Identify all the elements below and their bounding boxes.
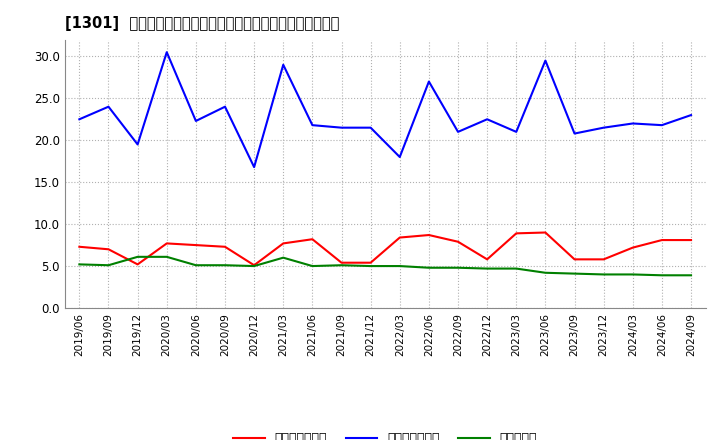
買入債務回転率 (337, 125, 346, 130)
在庫回転率 (570, 271, 579, 276)
売上債権回転率 (192, 242, 200, 248)
買入債務回転率 (366, 125, 375, 130)
買入債務回転率 (279, 62, 287, 67)
在庫回転率 (629, 272, 637, 277)
買入債務回転率 (395, 154, 404, 160)
売上債権回転率 (279, 241, 287, 246)
在庫回転率 (308, 264, 317, 269)
Legend: 売上債権回転率, 買入債務回転率, 在庫回転率: 売上債権回転率, 買入債務回転率, 在庫回転率 (228, 427, 542, 440)
売上債権回転率 (250, 263, 258, 268)
買入債務回転率 (483, 117, 492, 122)
売上債権回転率 (687, 238, 696, 243)
在庫回転率 (687, 273, 696, 278)
Line: 買入債務回転率: 買入債務回転率 (79, 52, 691, 167)
在庫回転率 (541, 270, 550, 275)
売上債権回転率 (570, 257, 579, 262)
買入債務回転率 (570, 131, 579, 136)
在庫回転率 (250, 264, 258, 269)
売上債権回転率 (512, 231, 521, 236)
在庫回転率 (220, 263, 229, 268)
買入債務回転率 (599, 125, 608, 130)
Text: [1301]  売上債権回転率、買入債務回転率、在庫回転率の推移: [1301] 売上債権回転率、買入債務回転率、在庫回転率の推移 (65, 16, 339, 32)
在庫回転率 (395, 264, 404, 269)
売上債権回転率 (454, 239, 462, 244)
売上債権回転率 (163, 241, 171, 246)
在庫回転率 (163, 254, 171, 260)
買入債務回転率 (629, 121, 637, 126)
買入債務回転率 (512, 129, 521, 135)
売上債権回転率 (541, 230, 550, 235)
買入債務回転率 (541, 58, 550, 63)
在庫回転率 (75, 262, 84, 267)
在庫回転率 (366, 264, 375, 269)
買入債務回転率 (657, 122, 666, 128)
売上債権回転率 (308, 237, 317, 242)
在庫回転率 (337, 263, 346, 268)
買入債務回転率 (104, 104, 113, 109)
売上債権回転率 (75, 244, 84, 249)
買入債務回転率 (250, 165, 258, 170)
在庫回転率 (104, 263, 113, 268)
在庫回転率 (192, 263, 200, 268)
売上債権回転率 (133, 262, 142, 267)
在庫回転率 (599, 272, 608, 277)
売上債権回転率 (657, 238, 666, 243)
Line: 売上債権回転率: 売上債権回転率 (79, 232, 691, 265)
売上債権回転率 (425, 232, 433, 238)
売上債権回転率 (104, 247, 113, 252)
売上債権回転率 (366, 260, 375, 265)
買入債務回転率 (454, 129, 462, 135)
買入債務回転率 (308, 122, 317, 128)
買入債務回転率 (220, 104, 229, 109)
買入債務回転率 (425, 79, 433, 84)
売上債権回転率 (337, 260, 346, 265)
在庫回転率 (657, 273, 666, 278)
売上債権回転率 (599, 257, 608, 262)
在庫回転率 (279, 255, 287, 260)
Line: 在庫回転率: 在庫回転率 (79, 257, 691, 275)
売上債権回転率 (629, 245, 637, 250)
売上債権回転率 (483, 257, 492, 262)
買入債務回転率 (163, 50, 171, 55)
在庫回転率 (133, 254, 142, 260)
在庫回転率 (425, 265, 433, 270)
買入債務回転率 (133, 142, 142, 147)
売上債権回転率 (220, 244, 229, 249)
在庫回転率 (483, 266, 492, 271)
在庫回転率 (512, 266, 521, 271)
買入債務回転率 (75, 117, 84, 122)
在庫回転率 (454, 265, 462, 270)
売上債権回転率 (395, 235, 404, 240)
買入債務回転率 (192, 118, 200, 124)
買入債務回転率 (687, 113, 696, 118)
